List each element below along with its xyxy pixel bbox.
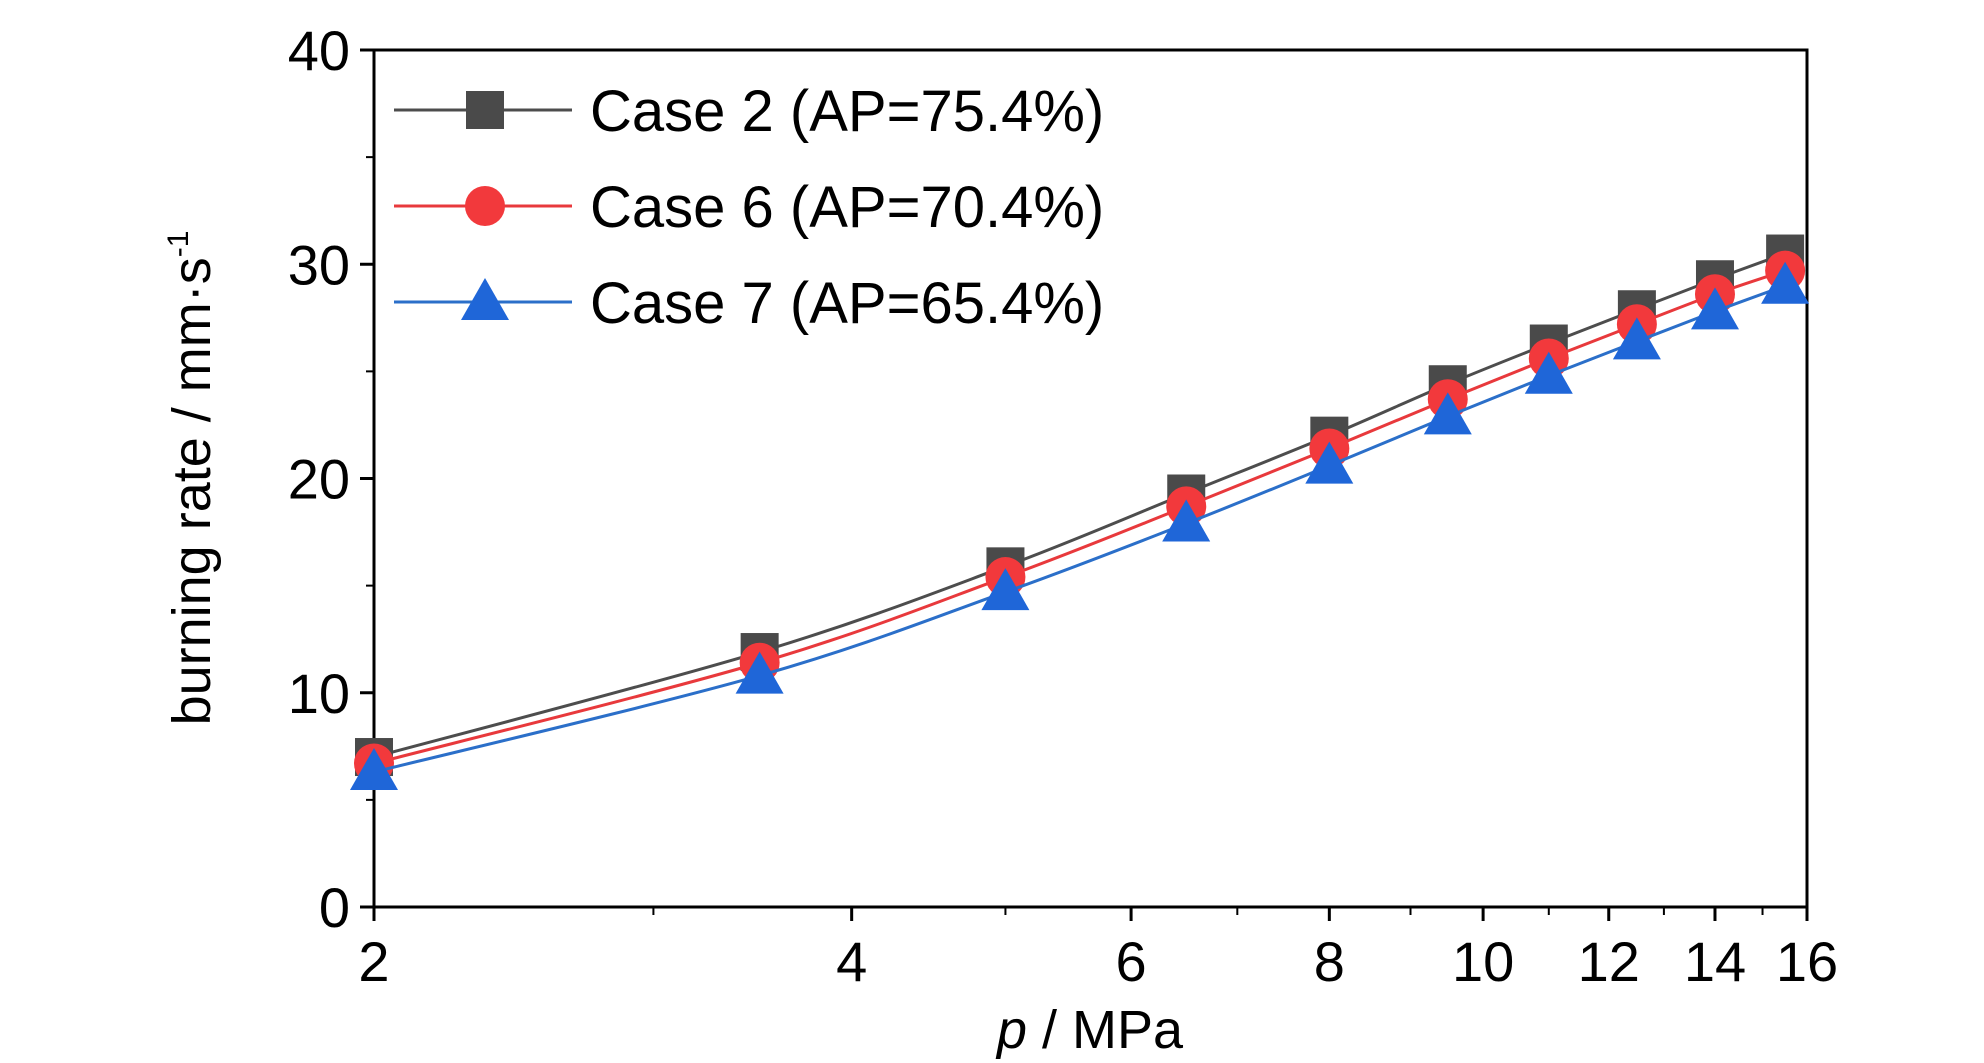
y-tick-label-0: 0 [319,876,350,939]
series-2-line [373,269,1786,765]
legend-marker-1 [466,91,504,129]
x-tick-label-8: 8 [1314,930,1345,993]
y-tick-label-20: 20 [288,448,350,511]
y-tick-label-30: 30 [288,233,350,296]
x-tick-label-10: 10 [1452,930,1514,993]
x-tick-label-4: 4 [836,930,867,993]
minor-ticks [366,156,1764,915]
x-axis-title-unit: / MPa [1027,1000,1184,1060]
series-3-point-3 [981,568,1030,611]
legend-entry-3: Case 7 (AP=65.4%) [394,271,1104,336]
y-tick-label-40: 40 [288,19,350,82]
legend: Case 2 (AP=75.4%) Case 6 (AP=70.4%) Case 7… [394,79,1104,336]
series-3-point-1 [350,748,398,790]
series-3-point-4 [1162,499,1211,542]
series-3-point-10 [1761,261,1810,304]
series-3 [350,261,1810,790]
legend-marker-2 [465,186,505,226]
legend-label-2: Case 6 (AP=70.4%) [590,175,1104,240]
legend-label-1: Case 2 (AP=75.4%) [590,79,1104,144]
series-3-point-6 [1423,392,1472,435]
x-tick-label-16: 16 [1776,930,1838,993]
x-tick-label-6: 6 [1116,930,1147,993]
legend-entry-2: Case 6 (AP=70.4%) [394,175,1104,240]
legend-label-3: Case 7 (AP=65.4%) [590,271,1104,336]
y-axis: 0 10 20 30 40 [288,19,374,939]
y-axis-title-main: burning rate / mm·s [162,257,222,725]
series-3-point-9 [1691,287,1739,330]
y-axis-title-exponent: -1 [162,231,195,258]
series-3-point-7 [1524,351,1573,394]
series-3-point-2 [735,651,784,694]
x-tick-label-14: 14 [1684,930,1746,993]
y-axis-title: burning rate / mm·s-1 [162,231,222,726]
series-group [350,234,1810,790]
y-tick-label-10: 10 [288,662,350,725]
series-3-line [373,284,1786,774]
x-tick-label-2: 2 [358,930,389,993]
series-3-point-8 [1612,317,1661,360]
x-axis: 2 4 6 8 10 12 14 16 [358,907,1838,993]
legend-entry-1: Case 2 (AP=75.4%) [394,79,1104,144]
series-3-point-5 [1305,441,1354,484]
x-axis-title-variable: p [995,1000,1027,1060]
x-tick-label-12: 12 [1578,930,1640,993]
legend-marker-3 [461,278,509,320]
x-axis-title: p / MPa [995,1000,1184,1060]
